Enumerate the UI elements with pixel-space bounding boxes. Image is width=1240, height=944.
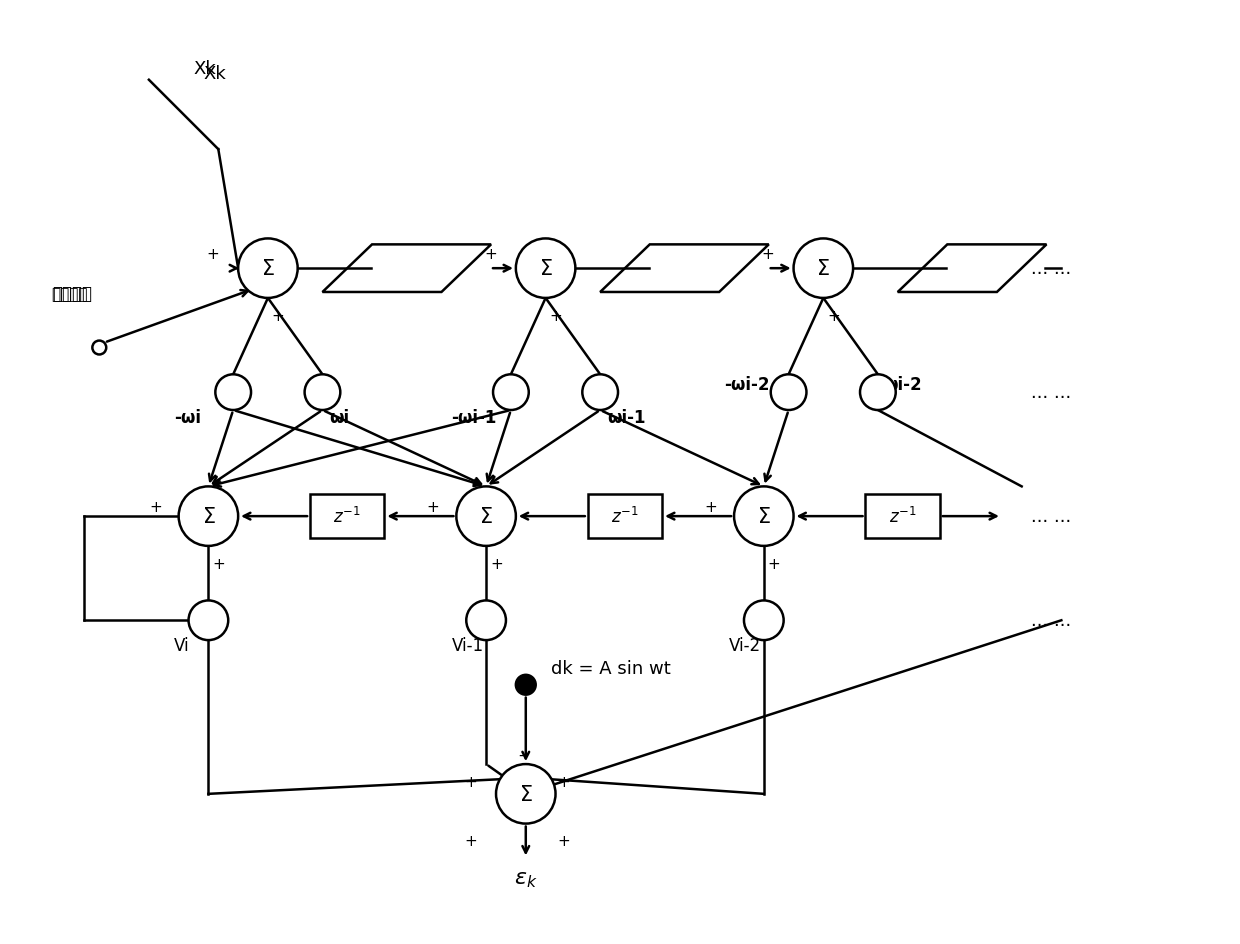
Circle shape bbox=[496, 765, 556, 824]
Text: +: + bbox=[484, 247, 497, 262]
Circle shape bbox=[238, 239, 298, 298]
Text: Xk: Xk bbox=[193, 59, 216, 77]
Text: $\Sigma$: $\Sigma$ bbox=[816, 259, 831, 278]
Text: +: + bbox=[206, 247, 219, 262]
Text: +: + bbox=[768, 556, 780, 571]
Text: $\Sigma$: $\Sigma$ bbox=[518, 784, 533, 804]
Text: +: + bbox=[827, 309, 839, 324]
Text: ... ...: ... ... bbox=[1032, 260, 1071, 278]
Circle shape bbox=[456, 487, 516, 547]
Circle shape bbox=[494, 375, 528, 411]
Text: +: + bbox=[549, 309, 562, 324]
Circle shape bbox=[179, 487, 238, 547]
Circle shape bbox=[794, 239, 853, 298]
Text: ωi-1: ωi-1 bbox=[608, 409, 646, 427]
Text: Vi-1: Vi-1 bbox=[451, 636, 484, 654]
Text: ωi: ωi bbox=[330, 409, 350, 427]
Text: +: + bbox=[272, 309, 285, 324]
Circle shape bbox=[744, 600, 784, 640]
Text: +: + bbox=[558, 834, 570, 849]
Text: 随机信号: 随机信号 bbox=[52, 287, 88, 302]
Text: +: + bbox=[212, 556, 226, 571]
Text: $\Sigma$: $\Sigma$ bbox=[262, 259, 275, 278]
Text: ωi-2: ωi-2 bbox=[883, 376, 921, 394]
Text: +: + bbox=[558, 774, 570, 789]
Text: $\Sigma$: $\Sigma$ bbox=[479, 507, 494, 527]
Circle shape bbox=[188, 600, 228, 640]
Circle shape bbox=[216, 375, 250, 411]
Text: $\Sigma$: $\Sigma$ bbox=[538, 259, 553, 278]
Circle shape bbox=[734, 487, 794, 547]
Text: 随机信号: 随机信号 bbox=[52, 285, 92, 303]
Circle shape bbox=[516, 239, 575, 298]
Text: -ωi: -ωi bbox=[174, 409, 201, 427]
Text: -: - bbox=[518, 748, 523, 763]
FancyBboxPatch shape bbox=[866, 495, 940, 539]
Text: +: + bbox=[464, 774, 477, 789]
Text: +: + bbox=[490, 556, 503, 571]
Text: +: + bbox=[149, 499, 161, 514]
Text: ... ...: ... ... bbox=[1032, 612, 1071, 630]
Circle shape bbox=[92, 341, 107, 355]
Circle shape bbox=[305, 375, 340, 411]
Text: +: + bbox=[464, 834, 477, 849]
Circle shape bbox=[466, 600, 506, 640]
Text: ... ...: ... ... bbox=[1032, 508, 1071, 526]
Text: -ωi-1: -ωi-1 bbox=[451, 409, 497, 427]
Text: +: + bbox=[761, 247, 775, 262]
Circle shape bbox=[771, 375, 806, 411]
Circle shape bbox=[516, 675, 536, 695]
Text: $\Sigma$: $\Sigma$ bbox=[202, 507, 216, 527]
FancyBboxPatch shape bbox=[310, 495, 384, 539]
Text: $\varepsilon_k$: $\varepsilon_k$ bbox=[515, 868, 537, 888]
Text: +: + bbox=[427, 499, 439, 514]
Text: $z^{-1}$: $z^{-1}$ bbox=[334, 507, 361, 527]
Text: dk = A sin wt: dk = A sin wt bbox=[551, 659, 671, 677]
Text: $\Sigma$: $\Sigma$ bbox=[756, 507, 771, 527]
Text: Xk: Xk bbox=[203, 65, 226, 83]
Text: -ωi-2: -ωi-2 bbox=[724, 376, 770, 394]
Text: $z^{-1}$: $z^{-1}$ bbox=[889, 507, 916, 527]
Text: $z^{-1}$: $z^{-1}$ bbox=[611, 507, 639, 527]
Text: +: + bbox=[704, 499, 717, 514]
Text: ... ...: ... ... bbox=[1032, 384, 1071, 402]
Text: Vi: Vi bbox=[174, 636, 190, 654]
Text: Vi-2: Vi-2 bbox=[729, 636, 761, 654]
Circle shape bbox=[583, 375, 618, 411]
Circle shape bbox=[861, 375, 895, 411]
FancyBboxPatch shape bbox=[588, 495, 662, 539]
